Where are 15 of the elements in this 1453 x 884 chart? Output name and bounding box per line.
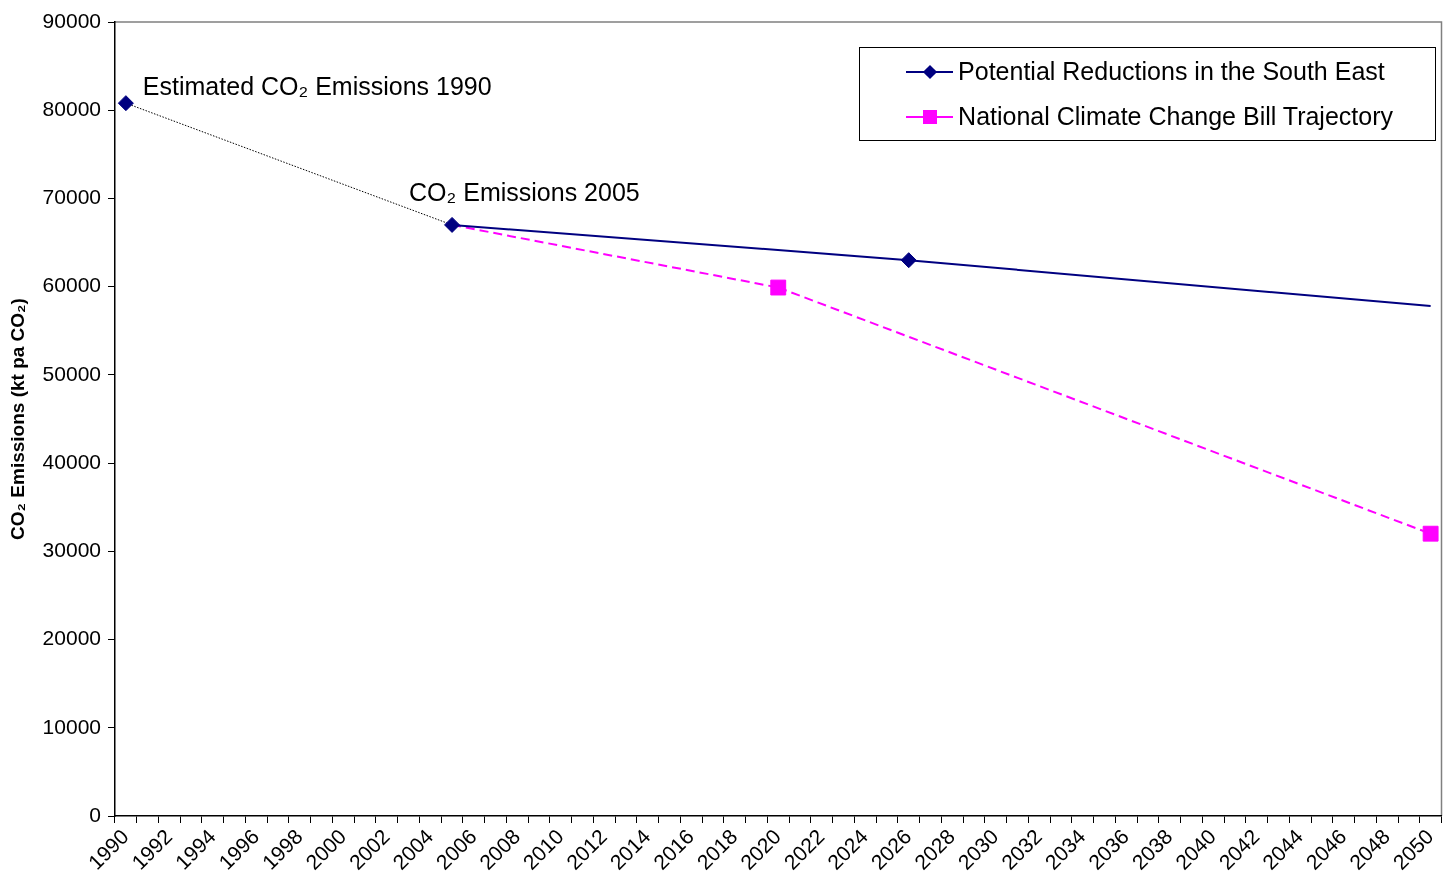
y-axis-title: CO₂ Emissions (kt pa CO₂) (6, 298, 28, 540)
y-tick-label: 80000 (42, 97, 101, 121)
y-tick-label: 70000 (42, 185, 101, 209)
y-tick-label: 90000 (42, 8, 101, 32)
y-tick-label: 30000 (42, 538, 101, 562)
legend-label: Potential Reductions in the South East (958, 57, 1385, 86)
annotation: Estimated CO₂ Emissions 1990 (142, 72, 492, 101)
y-tick-label: 20000 (42, 626, 101, 650)
y-tick-label: 60000 (42, 273, 101, 297)
y-tick-label: 10000 (42, 714, 101, 738)
y-tick-label: 40000 (42, 449, 101, 473)
annotation: CO₂ Emissions 2005 (409, 177, 640, 206)
legend-label: National Climate Change Bill Trajectory (958, 102, 1393, 131)
y-tick-label: 50000 (42, 361, 101, 385)
y-tick-label: 0 (89, 802, 101, 826)
